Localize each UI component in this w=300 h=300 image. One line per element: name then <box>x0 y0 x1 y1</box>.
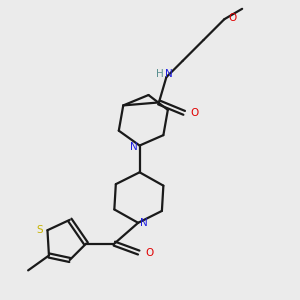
Text: N: N <box>140 218 147 228</box>
Text: N: N <box>165 69 173 79</box>
Text: S: S <box>37 225 43 235</box>
Text: H: H <box>156 69 164 79</box>
Text: O: O <box>229 13 237 23</box>
Text: N: N <box>130 142 138 152</box>
Text: O: O <box>191 108 199 118</box>
Text: O: O <box>145 248 154 257</box>
